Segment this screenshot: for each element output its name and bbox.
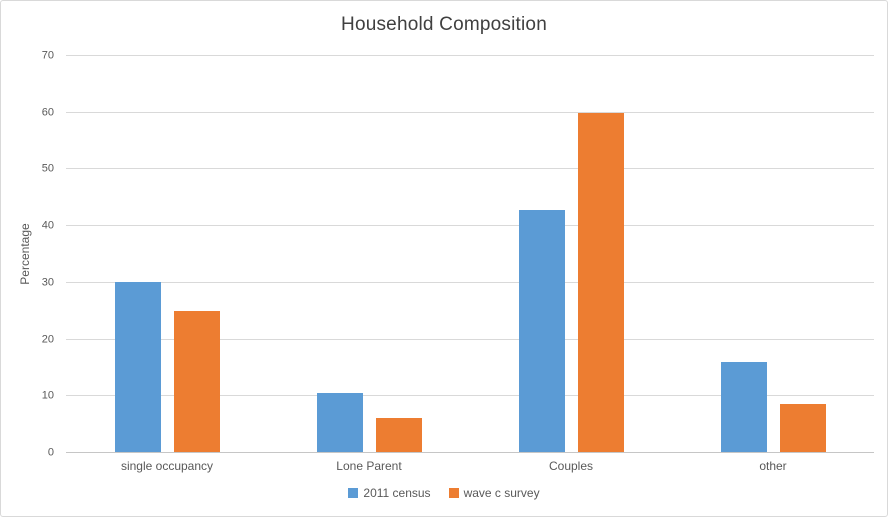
- gridline-10: [66, 395, 874, 397]
- x-label-couples: Couples: [548, 459, 594, 473]
- bar-2011-census-other: [720, 361, 767, 453]
- gridline-40: [66, 225, 874, 227]
- bar-wave-c-survey-other: [779, 404, 826, 453]
- gridline-20: [66, 338, 874, 340]
- bar-2011-census-couples: [518, 209, 565, 453]
- legend-item-2011-census: 2011 census: [348, 486, 431, 500]
- bar-group-single-occupancy: [66, 56, 268, 453]
- bar-group-couples: [470, 56, 672, 453]
- gridline-60: [66, 111, 874, 113]
- x-axis-line: [66, 452, 874, 453]
- y-tick-label-70: 70: [41, 49, 54, 62]
- y-tick-label-30: 30: [41, 276, 54, 289]
- y-tick-label-50: 50: [41, 162, 54, 175]
- bar-2011-census-lone-parent: [316, 392, 363, 453]
- chart-title: Household Composition: [341, 14, 547, 35]
- x-label-lone-parent: Lone Parent: [336, 459, 402, 473]
- y-tick-label-0: 0: [47, 446, 54, 459]
- gridline-50: [66, 168, 874, 170]
- legend: 2011 census wave c survey: [1, 487, 887, 499]
- y-axis-ticks: 0 10 20 30 40 50 60 70: [1, 50, 54, 458]
- bar-2011-census-single-occupancy: [114, 281, 161, 453]
- bar-group-lone-parent: [268, 56, 470, 453]
- gridline-70: [66, 55, 874, 56]
- x-axis-labels: single occupancy Lone Parent Couples other: [66, 459, 874, 474]
- bar-wave-c-survey-lone-parent: [375, 417, 422, 453]
- bar-wave-c-survey-couples: [577, 113, 624, 453]
- y-tick-label-60: 60: [41, 106, 54, 119]
- y-tick-label-20: 20: [41, 333, 54, 346]
- legend-label: 2011 census: [363, 486, 431, 500]
- gridline-30: [66, 281, 874, 283]
- plot-area: [66, 55, 874, 453]
- bar-group-other: [672, 56, 874, 453]
- legend-swatch-icon: [448, 488, 459, 498]
- x-label-other: other: [759, 459, 787, 473]
- bar-wave-c-survey-single-occupancy: [173, 310, 220, 453]
- y-tick-label-10: 10: [41, 389, 54, 402]
- bar-groups: [66, 56, 874, 453]
- y-tick-label-40: 40: [41, 219, 54, 232]
- x-label-single-occupancy: single occupancy: [120, 459, 214, 473]
- legend-item-wave-c-survey: wave c survey: [448, 486, 540, 500]
- legend-swatch-icon: [348, 488, 359, 498]
- legend-label: wave c survey: [463, 486, 540, 500]
